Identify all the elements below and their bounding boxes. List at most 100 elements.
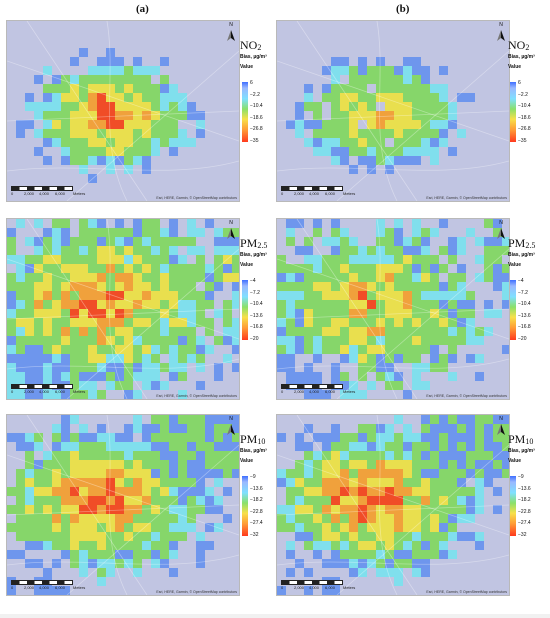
grid-cell xyxy=(340,345,349,354)
grid-cell xyxy=(70,21,79,30)
grid-cell xyxy=(403,390,412,399)
grid-cell xyxy=(223,442,232,451)
grid-cell xyxy=(475,523,484,532)
grid-cell xyxy=(403,487,412,496)
grid-cell xyxy=(475,264,484,273)
grid-cell xyxy=(169,93,178,102)
grid-cell xyxy=(232,424,239,433)
road-line xyxy=(336,248,509,399)
grid-cell xyxy=(106,309,115,318)
grid-cell xyxy=(214,237,223,246)
grid-cell xyxy=(70,442,79,451)
grid-cell xyxy=(475,138,484,147)
grid-cell xyxy=(412,48,421,57)
grid-cell xyxy=(97,354,106,363)
grid-cell xyxy=(358,120,367,129)
grid-cell xyxy=(304,102,313,111)
grid-cell xyxy=(394,478,403,487)
grid-cell xyxy=(187,102,196,111)
grid-cell xyxy=(232,219,239,228)
grid-cell xyxy=(106,300,115,309)
grid-cell xyxy=(466,460,475,469)
grid-cell xyxy=(187,415,196,424)
grid-cell xyxy=(169,541,178,550)
grid-cell xyxy=(277,318,286,327)
grid-cell xyxy=(457,541,466,550)
grid-cell xyxy=(349,390,358,399)
grid-cell xyxy=(25,147,34,156)
grid-cell xyxy=(430,541,439,550)
grid-cell xyxy=(142,129,151,138)
grid-cell xyxy=(151,120,160,129)
grid-cell xyxy=(151,255,160,264)
grid-cell xyxy=(331,246,340,255)
grid-cell xyxy=(115,469,124,478)
grid-cell xyxy=(79,586,88,595)
grid-cell xyxy=(232,327,239,336)
grid-cell xyxy=(502,93,509,102)
grid-cell xyxy=(115,381,124,390)
grid-cell xyxy=(106,577,115,586)
grid-cell xyxy=(475,487,484,496)
grid-cell xyxy=(331,219,340,228)
north-letter: N xyxy=(229,416,233,422)
grid-cell xyxy=(223,363,232,372)
grid-cell xyxy=(43,541,52,550)
grid-cell xyxy=(448,264,457,273)
grid-cell xyxy=(421,111,430,120)
grid-cell xyxy=(502,415,509,424)
pollutant-subscript: 10 xyxy=(257,437,266,446)
grid-cell xyxy=(223,300,232,309)
grid-cell xyxy=(214,586,223,595)
grid-cell xyxy=(106,487,115,496)
grid-cell xyxy=(61,433,70,442)
grid-cell xyxy=(340,165,349,174)
grid-cell xyxy=(484,487,493,496)
grid-cell xyxy=(313,30,322,39)
grid-cell xyxy=(178,273,187,282)
grid-cell xyxy=(376,156,385,165)
grid-cell xyxy=(286,523,295,532)
grid-cell xyxy=(358,300,367,309)
grid-cell xyxy=(295,138,304,147)
grid-cell xyxy=(214,147,223,156)
grid-cell xyxy=(286,102,295,111)
grid-cell xyxy=(70,138,79,147)
grid-cell xyxy=(7,102,16,111)
grid-cell xyxy=(214,246,223,255)
grid-cell xyxy=(376,568,385,577)
grid-cell xyxy=(232,309,239,318)
grid-cell xyxy=(448,460,457,469)
grid-cell xyxy=(358,478,367,487)
grid-cell xyxy=(133,433,142,442)
grid-cell xyxy=(25,129,34,138)
grid-cell xyxy=(79,442,88,451)
grid-cell xyxy=(322,300,331,309)
grid-cell xyxy=(133,174,142,183)
grid-cell xyxy=(439,381,448,390)
grid-cell xyxy=(331,129,340,138)
grid-cell xyxy=(25,39,34,48)
grid-cell xyxy=(142,354,151,363)
north-letter: N xyxy=(499,416,503,422)
grid-cell xyxy=(439,496,448,505)
grid-cell xyxy=(97,541,106,550)
grid-cell xyxy=(34,219,43,228)
grid-cell xyxy=(403,442,412,451)
grid-cell xyxy=(70,336,79,345)
grid-cell xyxy=(223,460,232,469)
map-legend: PM2.5 Bias, µg/m³ Value −4 −7.2 −10.4 −13.6 −16… xyxy=(508,236,544,346)
grid-cell xyxy=(34,514,43,523)
grid-cell xyxy=(475,39,484,48)
road-line xyxy=(277,160,509,172)
grid-cell xyxy=(160,273,169,282)
color-ramp xyxy=(242,280,248,340)
grid-cell xyxy=(97,381,106,390)
grid-cell xyxy=(502,451,509,460)
grid-cell xyxy=(43,291,52,300)
grid-cell xyxy=(439,336,448,345)
grid-cell xyxy=(475,147,484,156)
grid-cell xyxy=(286,219,295,228)
grid-cell xyxy=(457,345,466,354)
grid-cell xyxy=(340,183,349,192)
